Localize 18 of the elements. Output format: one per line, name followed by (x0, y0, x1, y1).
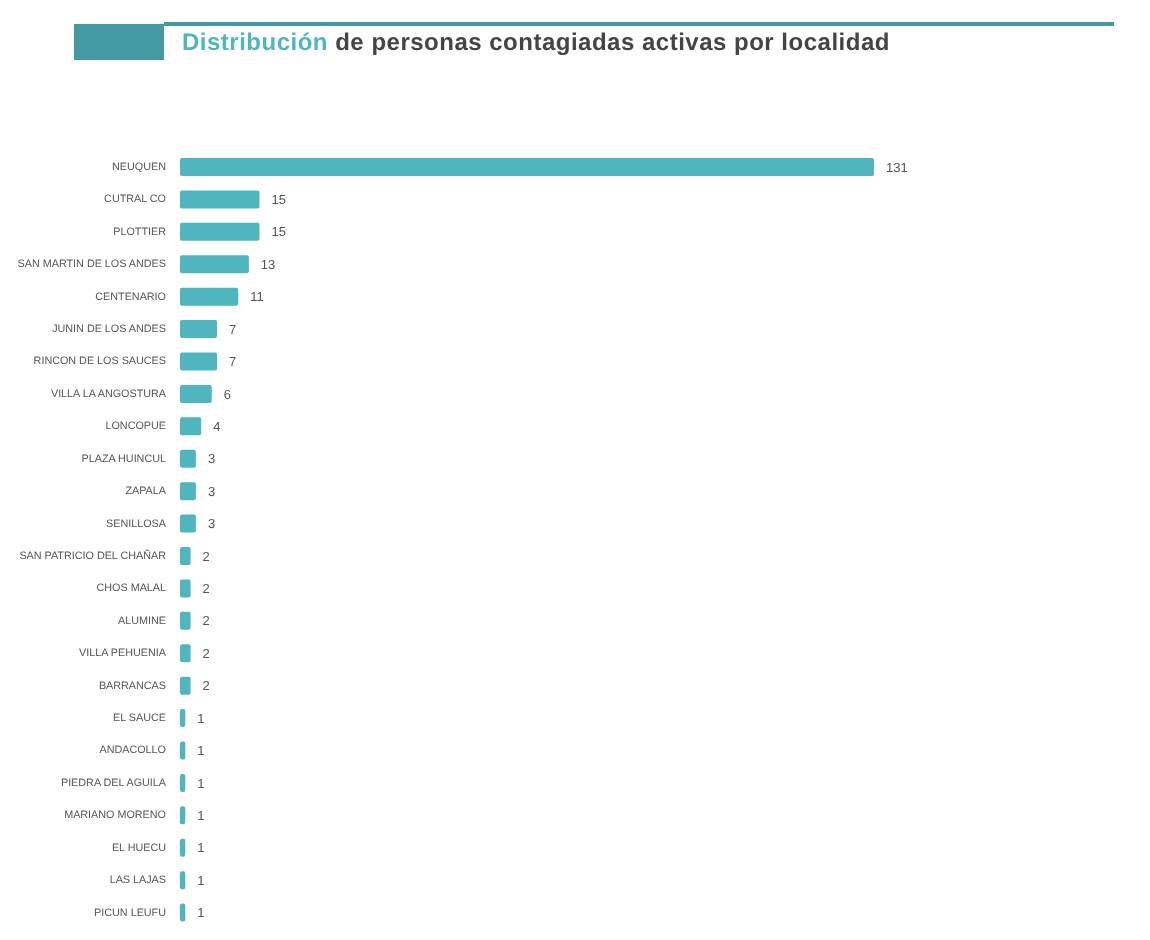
bar (180, 644, 191, 663)
bar (180, 482, 196, 501)
bar (180, 547, 191, 565)
bar (180, 352, 218, 371)
bar (180, 190, 260, 209)
chart-title: Distribución de personas contagiadas activas por localidad (182, 28, 890, 56)
bar (180, 320, 218, 339)
bar (180, 222, 260, 241)
bar (180, 514, 196, 533)
bar (180, 158, 874, 176)
bar (180, 287, 239, 306)
bar (180, 449, 196, 468)
bar (180, 611, 191, 630)
bar (180, 384, 212, 403)
bar (180, 417, 202, 436)
bar (180, 255, 249, 274)
bar (180, 676, 191, 695)
bar (180, 579, 191, 598)
